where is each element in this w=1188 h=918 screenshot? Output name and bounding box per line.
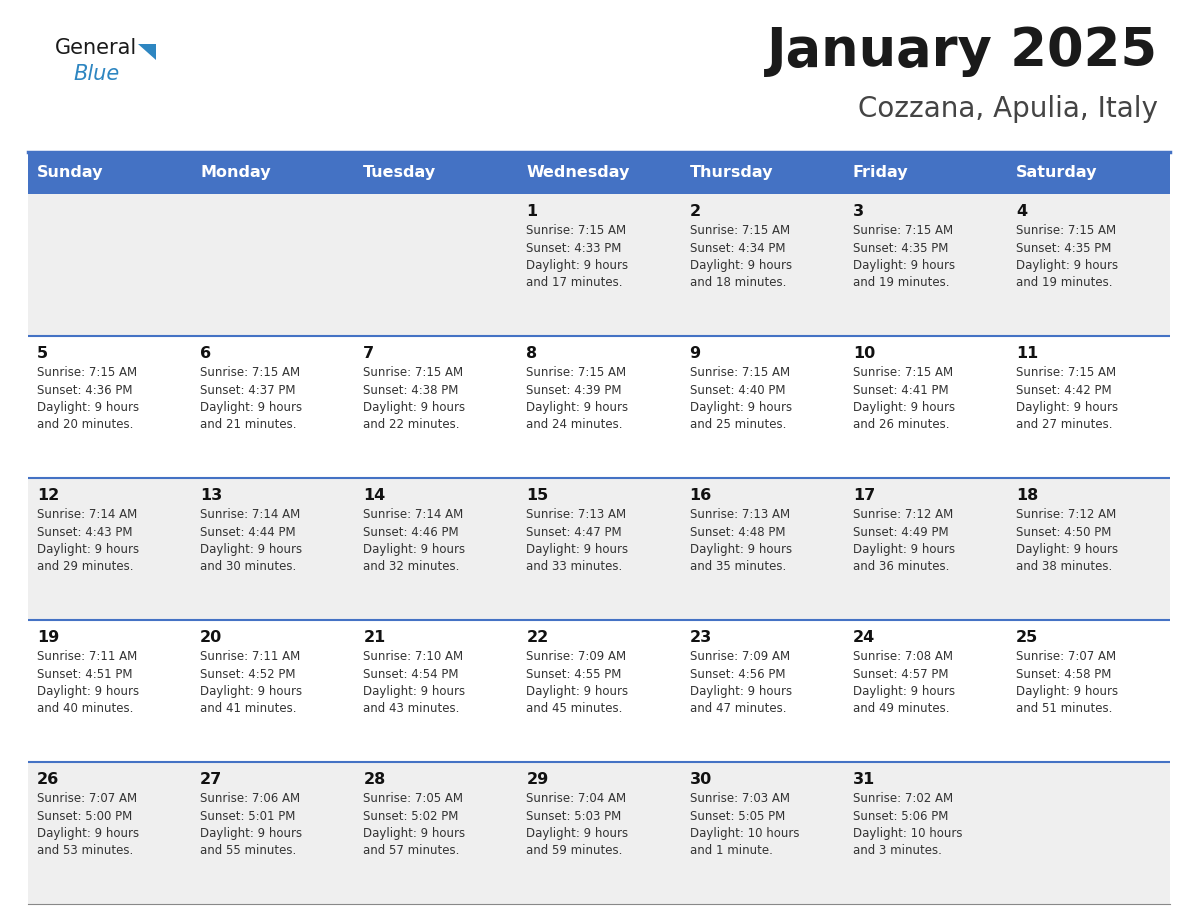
Bar — [191, 152, 354, 194]
Polygon shape — [138, 44, 156, 60]
Text: Sunrise: 7:06 AM
Sunset: 5:01 PM
Daylight: 9 hours
and 55 minutes.: Sunrise: 7:06 AM Sunset: 5:01 PM Dayligh… — [200, 792, 302, 857]
Text: Saturday: Saturday — [1016, 165, 1098, 181]
Text: Sunrise: 7:15 AM
Sunset: 4:38 PM
Daylight: 9 hours
and 22 minutes.: Sunrise: 7:15 AM Sunset: 4:38 PM Dayligh… — [364, 366, 466, 431]
Text: Sunrise: 7:15 AM
Sunset: 4:41 PM
Daylight: 9 hours
and 26 minutes.: Sunrise: 7:15 AM Sunset: 4:41 PM Dayligh… — [853, 366, 955, 431]
Text: Sunrise: 7:12 AM
Sunset: 4:50 PM
Daylight: 9 hours
and 38 minutes.: Sunrise: 7:12 AM Sunset: 4:50 PM Dayligh… — [1016, 508, 1118, 574]
Text: Sunrise: 7:14 AM
Sunset: 4:46 PM
Daylight: 9 hours
and 32 minutes.: Sunrise: 7:14 AM Sunset: 4:46 PM Dayligh… — [364, 508, 466, 574]
Text: Sunrise: 7:15 AM
Sunset: 4:42 PM
Daylight: 9 hours
and 27 minutes.: Sunrise: 7:15 AM Sunset: 4:42 PM Dayligh… — [1016, 366, 1118, 431]
Text: 6: 6 — [200, 346, 211, 361]
Text: 18: 18 — [1016, 488, 1038, 503]
Text: 20: 20 — [200, 630, 222, 645]
Text: Sunrise: 7:12 AM
Sunset: 4:49 PM
Daylight: 9 hours
and 36 minutes.: Sunrise: 7:12 AM Sunset: 4:49 PM Dayligh… — [853, 508, 955, 574]
Text: Sunrise: 7:04 AM
Sunset: 5:03 PM
Daylight: 9 hours
and 59 minutes.: Sunrise: 7:04 AM Sunset: 5:03 PM Dayligh… — [526, 792, 628, 857]
Bar — [681, 152, 843, 194]
Bar — [1007, 152, 1170, 194]
Bar — [354, 152, 518, 194]
Text: Blue: Blue — [72, 64, 119, 84]
Text: Sunrise: 7:15 AM
Sunset: 4:33 PM
Daylight: 9 hours
and 17 minutes.: Sunrise: 7:15 AM Sunset: 4:33 PM Dayligh… — [526, 224, 628, 289]
Text: Sunrise: 7:14 AM
Sunset: 4:43 PM
Daylight: 9 hours
and 29 minutes.: Sunrise: 7:14 AM Sunset: 4:43 PM Dayligh… — [37, 508, 139, 574]
Text: 1: 1 — [526, 204, 537, 219]
Text: Sunrise: 7:15 AM
Sunset: 4:35 PM
Daylight: 9 hours
and 19 minutes.: Sunrise: 7:15 AM Sunset: 4:35 PM Dayligh… — [1016, 224, 1118, 289]
Text: Sunrise: 7:15 AM
Sunset: 4:35 PM
Daylight: 9 hours
and 19 minutes.: Sunrise: 7:15 AM Sunset: 4:35 PM Dayligh… — [853, 224, 955, 289]
Text: 27: 27 — [200, 772, 222, 787]
Text: 13: 13 — [200, 488, 222, 503]
Text: 3: 3 — [853, 204, 864, 219]
Bar — [29, 336, 1170, 478]
Text: Sunrise: 7:13 AM
Sunset: 4:47 PM
Daylight: 9 hours
and 33 minutes.: Sunrise: 7:13 AM Sunset: 4:47 PM Dayligh… — [526, 508, 628, 574]
Text: Sunrise: 7:15 AM
Sunset: 4:40 PM
Daylight: 9 hours
and 25 minutes.: Sunrise: 7:15 AM Sunset: 4:40 PM Dayligh… — [689, 366, 791, 431]
Text: 28: 28 — [364, 772, 386, 787]
Text: 29: 29 — [526, 772, 549, 787]
Text: Sunrise: 7:02 AM
Sunset: 5:06 PM
Daylight: 10 hours
and 3 minutes.: Sunrise: 7:02 AM Sunset: 5:06 PM Dayligh… — [853, 792, 962, 857]
Text: 16: 16 — [689, 488, 712, 503]
Text: Monday: Monday — [200, 165, 271, 181]
Text: Sunrise: 7:08 AM
Sunset: 4:57 PM
Daylight: 9 hours
and 49 minutes.: Sunrise: 7:08 AM Sunset: 4:57 PM Dayligh… — [853, 650, 955, 715]
Text: 19: 19 — [37, 630, 59, 645]
Text: 11: 11 — [1016, 346, 1038, 361]
Text: Sunrise: 7:10 AM
Sunset: 4:54 PM
Daylight: 9 hours
and 43 minutes.: Sunrise: 7:10 AM Sunset: 4:54 PM Dayligh… — [364, 650, 466, 715]
Text: Sunrise: 7:09 AM
Sunset: 4:55 PM
Daylight: 9 hours
and 45 minutes.: Sunrise: 7:09 AM Sunset: 4:55 PM Dayligh… — [526, 650, 628, 715]
Bar — [843, 152, 1007, 194]
Text: 17: 17 — [853, 488, 876, 503]
Bar — [29, 194, 1170, 336]
Text: 12: 12 — [37, 488, 59, 503]
Text: 14: 14 — [364, 488, 386, 503]
Text: Sunday: Sunday — [37, 165, 103, 181]
Bar — [29, 152, 191, 194]
Text: Thursday: Thursday — [689, 165, 773, 181]
Text: 21: 21 — [364, 630, 386, 645]
Text: January 2025: January 2025 — [767, 25, 1158, 77]
Bar — [518, 152, 681, 194]
Text: Sunrise: 7:07 AM
Sunset: 4:58 PM
Daylight: 9 hours
and 51 minutes.: Sunrise: 7:07 AM Sunset: 4:58 PM Dayligh… — [1016, 650, 1118, 715]
Text: Sunrise: 7:03 AM
Sunset: 5:05 PM
Daylight: 10 hours
and 1 minute.: Sunrise: 7:03 AM Sunset: 5:05 PM Dayligh… — [689, 792, 800, 857]
Text: Sunrise: 7:11 AM
Sunset: 4:52 PM
Daylight: 9 hours
and 41 minutes.: Sunrise: 7:11 AM Sunset: 4:52 PM Dayligh… — [200, 650, 302, 715]
Text: 26: 26 — [37, 772, 59, 787]
Text: Friday: Friday — [853, 165, 909, 181]
Text: Sunrise: 7:05 AM
Sunset: 5:02 PM
Daylight: 9 hours
and 57 minutes.: Sunrise: 7:05 AM Sunset: 5:02 PM Dayligh… — [364, 792, 466, 857]
Text: 31: 31 — [853, 772, 876, 787]
Text: 15: 15 — [526, 488, 549, 503]
Text: Sunrise: 7:09 AM
Sunset: 4:56 PM
Daylight: 9 hours
and 47 minutes.: Sunrise: 7:09 AM Sunset: 4:56 PM Dayligh… — [689, 650, 791, 715]
Text: 30: 30 — [689, 772, 712, 787]
Text: 2: 2 — [689, 204, 701, 219]
Text: 23: 23 — [689, 630, 712, 645]
Bar — [29, 478, 1170, 620]
Text: Sunrise: 7:11 AM
Sunset: 4:51 PM
Daylight: 9 hours
and 40 minutes.: Sunrise: 7:11 AM Sunset: 4:51 PM Dayligh… — [37, 650, 139, 715]
Text: 8: 8 — [526, 346, 537, 361]
Text: 10: 10 — [853, 346, 876, 361]
Bar — [29, 620, 1170, 762]
Text: Sunrise: 7:14 AM
Sunset: 4:44 PM
Daylight: 9 hours
and 30 minutes.: Sunrise: 7:14 AM Sunset: 4:44 PM Dayligh… — [200, 508, 302, 574]
Text: 5: 5 — [37, 346, 49, 361]
Text: 24: 24 — [853, 630, 876, 645]
Text: Sunrise: 7:15 AM
Sunset: 4:37 PM
Daylight: 9 hours
and 21 minutes.: Sunrise: 7:15 AM Sunset: 4:37 PM Dayligh… — [200, 366, 302, 431]
Text: Sunrise: 7:13 AM
Sunset: 4:48 PM
Daylight: 9 hours
and 35 minutes.: Sunrise: 7:13 AM Sunset: 4:48 PM Dayligh… — [689, 508, 791, 574]
Text: 9: 9 — [689, 346, 701, 361]
Text: Cozzana, Apulia, Italy: Cozzana, Apulia, Italy — [858, 95, 1158, 123]
Text: Sunrise: 7:15 AM
Sunset: 4:34 PM
Daylight: 9 hours
and 18 minutes.: Sunrise: 7:15 AM Sunset: 4:34 PM Dayligh… — [689, 224, 791, 289]
Text: General: General — [55, 38, 138, 58]
Text: Sunrise: 7:15 AM
Sunset: 4:39 PM
Daylight: 9 hours
and 24 minutes.: Sunrise: 7:15 AM Sunset: 4:39 PM Dayligh… — [526, 366, 628, 431]
Text: 25: 25 — [1016, 630, 1038, 645]
Text: 7: 7 — [364, 346, 374, 361]
Text: Sunrise: 7:07 AM
Sunset: 5:00 PM
Daylight: 9 hours
and 53 minutes.: Sunrise: 7:07 AM Sunset: 5:00 PM Dayligh… — [37, 792, 139, 857]
Text: 22: 22 — [526, 630, 549, 645]
Text: 4: 4 — [1016, 204, 1026, 219]
Bar — [29, 762, 1170, 904]
Text: Wednesday: Wednesday — [526, 165, 630, 181]
Text: Tuesday: Tuesday — [364, 165, 436, 181]
Text: Sunrise: 7:15 AM
Sunset: 4:36 PM
Daylight: 9 hours
and 20 minutes.: Sunrise: 7:15 AM Sunset: 4:36 PM Dayligh… — [37, 366, 139, 431]
